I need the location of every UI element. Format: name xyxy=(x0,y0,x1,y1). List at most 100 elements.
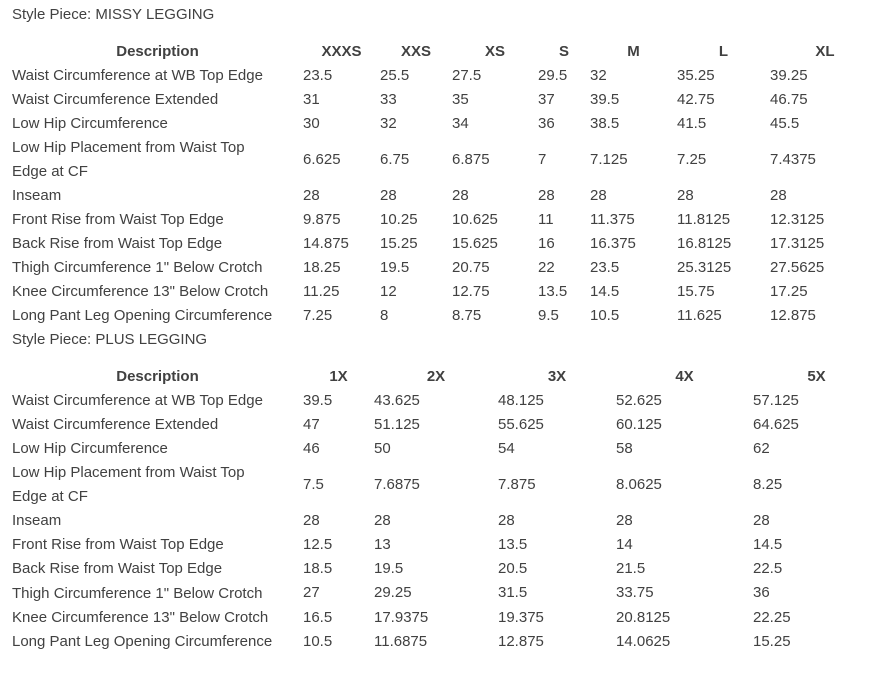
measurement-value: 17.3125 xyxy=(770,235,825,253)
measurement-value: 17.9375 xyxy=(374,608,429,626)
measurement-value: 8.75 xyxy=(452,307,482,325)
row-label: Thigh Circumference 1" Below Crotch xyxy=(12,256,303,280)
measurement-value: 22 xyxy=(538,259,555,277)
table-row: Knee Circumference 13" Below Crotch 16.5 1… xyxy=(12,606,880,630)
measurement-table: Description XXXS XXS XS S M L XL Waist Circumf… xyxy=(12,40,880,328)
row-label: Inseam xyxy=(12,509,303,533)
measurement-value: 22.25 xyxy=(753,608,791,626)
measurement-value: 27.5625 xyxy=(770,259,825,277)
measurement-value: 35 xyxy=(452,91,469,109)
measurement-value: 10.625 xyxy=(452,211,498,229)
measurement-value: 29.25 xyxy=(374,584,412,602)
size-column-header: 4X xyxy=(675,368,694,386)
measurement-value: 20.75 xyxy=(452,259,490,277)
measurement-value: 41.5 xyxy=(677,115,707,133)
measurement-value: 19.5 xyxy=(380,259,410,277)
size-column-header: M xyxy=(627,43,640,60)
measurement-value: 11.625 xyxy=(677,307,722,325)
measurement-value: 39.25 xyxy=(770,67,808,85)
measurement-value: 14.0625 xyxy=(616,632,671,650)
measurement-value: 10.5 xyxy=(590,307,620,325)
measurement-value: 51.125 xyxy=(374,416,420,434)
table-row: Low Hip Circumference 30 32 34 36 38.5 41.5 45.… xyxy=(12,112,880,136)
measurement-value: 55.625 xyxy=(498,416,544,434)
measurement-value: 32 xyxy=(590,67,607,85)
table-row: Inseam 28 28 28 28 28 28 28 xyxy=(12,184,880,208)
measurement-value: 15.625 xyxy=(452,235,498,253)
table-row: Low Hip Placement from Waist Top Edge at… xyxy=(12,136,880,184)
row-label-text: Low Hip Circumference xyxy=(12,115,168,133)
measurement-value: 18.5 xyxy=(303,560,333,578)
measurement-value: 23.5 xyxy=(303,67,333,85)
row-label: Long Pant Leg Opening Circumference xyxy=(12,304,303,328)
table-row: Front Rise from Waist Top Edge 9.875 10.25… xyxy=(12,208,880,232)
table-row: Inseam 28 28 28 28 28 xyxy=(12,509,880,533)
measurement-value: 16.375 xyxy=(590,235,636,253)
header-row: Description 1X 2X 3X 4X 5X xyxy=(12,365,880,389)
row-label: Low Hip Placement from Waist Top Edge at… xyxy=(12,461,303,509)
measurement-value: 12.875 xyxy=(498,632,544,650)
size-column-header: 3X xyxy=(547,368,567,386)
measurement-value: 9.5 xyxy=(538,307,559,325)
measurement-value: 21.5 xyxy=(616,560,646,578)
measurement-value: 7 xyxy=(538,151,547,169)
measurement-table: Description 1X 2X 3X 4X 5X Waist Circumferen… xyxy=(12,365,880,653)
table-row: Thigh Circumference 1" Below Crotch 27 29.… xyxy=(12,581,880,605)
row-label: Front Rise from Waist Top Edge xyxy=(12,208,303,232)
measurement-value: 58 xyxy=(616,440,633,458)
measurement-value: 29.5 xyxy=(538,67,568,85)
description-column-header: Description xyxy=(116,43,199,60)
row-label-text: Waist Circumference Extended xyxy=(12,91,219,109)
table-row: Low Hip Placement from Waist Top Edge at… xyxy=(12,461,880,509)
measurement-value: 12.875 xyxy=(770,307,816,325)
measurement-value: 12.3125 xyxy=(770,211,825,229)
row-label: Back Rise from Waist Top Edge xyxy=(12,232,303,256)
measurement-value: 7.25 xyxy=(677,151,707,169)
measurement-value: 28 xyxy=(452,187,469,205)
measurement-value: 7.875 xyxy=(498,476,536,494)
table-row: Front Rise from Waist Top Edge 12.5 13 13.5… xyxy=(12,533,880,557)
measurement-value: 27.5 xyxy=(452,67,482,85)
size-column-header: XS xyxy=(484,43,505,60)
measurement-value: 32 xyxy=(380,115,397,133)
table-row: Low Hip Circumference 46 50 54 58 62 xyxy=(12,437,880,461)
row-label-text: Waist Circumference at WB Top Edge xyxy=(12,67,263,85)
measurement-value: 12.75 xyxy=(452,283,490,301)
measurement-value: 7.25 xyxy=(303,307,333,325)
measurement-value: 7.4375 xyxy=(770,151,816,169)
measurement-value: 11.375 xyxy=(590,211,635,229)
table-row: Waist Circumference Extended 47 51.125 55.6… xyxy=(12,413,880,437)
row-label-text: Back Rise from Waist Top Edge xyxy=(12,560,223,578)
table-row: Long Pant Leg Opening Circumference 7.25 8… xyxy=(12,304,880,328)
measurement-value: 33 xyxy=(380,91,397,109)
measurement-value: 11.6875 xyxy=(374,632,428,650)
row-label-text: Knee Circumference 13" Below Crotch xyxy=(12,608,269,626)
measurement-value: 13 xyxy=(374,536,391,554)
row-label: Waist Circumference at WB Top Edge xyxy=(12,389,303,413)
measurement-value: 10.25 xyxy=(380,211,418,229)
measurement-value: 28 xyxy=(374,512,391,530)
row-label: Knee Circumference 13" Below Crotch xyxy=(12,606,303,630)
measurement-value: 13.5 xyxy=(498,536,528,554)
size-table-section: Style Piece: PLUS LEGGING Description 1X… xyxy=(12,328,892,653)
measurement-value: 18.25 xyxy=(303,259,341,277)
measurement-value: 28 xyxy=(677,187,694,205)
measurement-value: 57.125 xyxy=(753,392,799,410)
measurement-value: 11.25 xyxy=(303,283,340,301)
table-row: Back Rise from Waist Top Edge 18.5 19.5 20.… xyxy=(12,557,880,581)
measurement-value: 39.5 xyxy=(590,91,620,109)
measurement-value: 11.8125 xyxy=(677,211,731,229)
measurement-value: 14.5 xyxy=(590,283,620,301)
row-label-text: Front Rise from Waist Top Edge xyxy=(12,211,224,229)
size-column-header: 1X xyxy=(329,368,348,386)
measurement-value: 25.5 xyxy=(380,67,410,85)
row-label-text: Waist Circumference Extended xyxy=(12,416,219,434)
row-label: Thigh Circumference 1" Below Crotch xyxy=(12,581,303,605)
measurement-value: 19.5 xyxy=(374,560,404,578)
measurement-value: 6.875 xyxy=(452,151,490,169)
size-column-header: XXXS xyxy=(321,43,362,60)
measurement-value: 28 xyxy=(770,187,787,205)
measurement-value: 45.5 xyxy=(770,115,800,133)
measurement-value: 36 xyxy=(753,584,770,602)
measurement-value: 48.125 xyxy=(498,392,544,410)
